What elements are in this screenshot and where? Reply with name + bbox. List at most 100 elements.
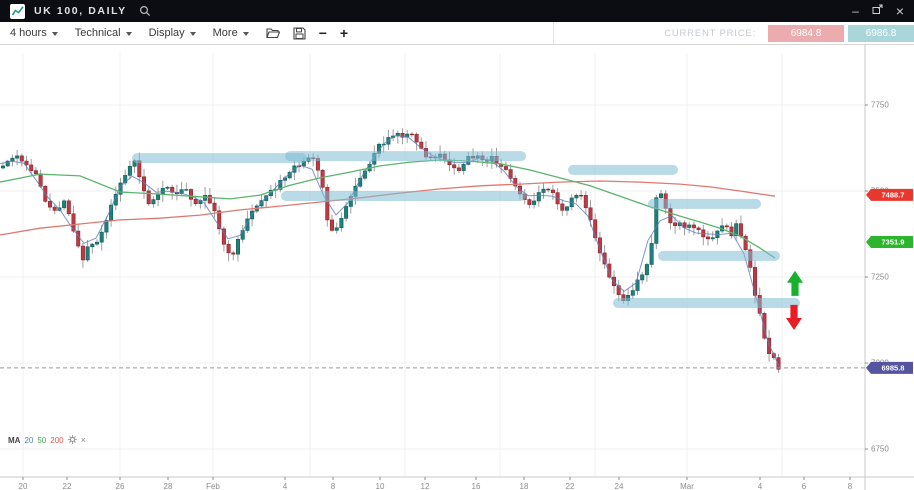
bull-candle [127,165,132,176]
bear-candle [29,164,34,171]
bull-candle [10,157,15,162]
support-resistance-zone[interactable] [658,250,780,261]
bull-candle [644,264,649,276]
bull-candle [461,164,466,171]
x-axis-tick-label: 4 [283,482,288,490]
search-icon[interactable] [139,5,151,17]
ma50-period: 50 [37,435,47,445]
interval-dropdown-label: 4 hours [10,27,47,39]
instrument-title: UK 100, DAILY [34,5,127,17]
bear-candle [673,222,678,227]
bull-candle [734,223,739,237]
close-button[interactable]: × [895,3,904,19]
bear-candle [52,206,57,211]
price-tag-sell-level: 7488.7 [866,188,913,201]
chevron-down-icon [125,31,132,36]
bear-candle [767,337,772,354]
bull-candle [541,188,546,193]
chevron-down-icon [51,31,58,36]
bull-candle [564,206,569,211]
bear-candle [66,200,71,215]
y-axis-tick-label: 6750 [871,445,889,454]
x-axis-tick-label: 6 [802,482,807,490]
x-axis-tick-label: Feb [206,482,220,490]
bull-candle [654,197,659,244]
zoom-out-button[interactable]: − [318,25,327,41]
x-axis-tick-label: 8 [848,482,853,490]
more-dropdown-label: More [212,27,238,39]
price-tag-buy-level: 7351.9 [866,235,913,248]
bear-candle [579,194,584,197]
bear-candle [207,195,212,204]
support-resistance-zone[interactable] [281,191,526,201]
bull-candle [95,241,100,245]
bear-candle [550,189,555,193]
app-logo-icon [10,3,25,19]
chevron-down-icon [189,31,196,36]
bear-candle [752,267,757,296]
price-tag-value: 6985.8 [882,363,905,372]
support-resistance-zone[interactable] [613,297,800,308]
support-resistance-zone[interactable] [285,151,526,162]
x-axis-tick-label: 26 [116,482,125,490]
bear-candle [691,224,696,229]
y-axis-tick-label: 7750 [871,101,889,110]
technical-dropdown-label: Technical [74,27,121,39]
bear-candle [24,160,29,166]
bear-candle [414,133,419,143]
bear-candle [76,230,81,247]
bear-candle [583,195,588,209]
display-dropdown[interactable]: Display [149,27,196,39]
chart-area: 7750750072507000675020222628Feb481012161… [0,45,914,490]
minimize-button[interactable]: – [852,4,859,18]
indicator-settings-gear-icon[interactable] [67,435,77,445]
bear-candle [743,235,748,251]
support-resistance-zone[interactable] [568,164,678,175]
candlestick-series [0,128,781,373]
bear-candle [329,219,334,231]
zoom-in-button[interactable]: + [339,25,349,41]
support-resistance-zone[interactable] [132,153,307,164]
bear-candle [705,236,710,240]
technical-dropdown[interactable]: Technical [75,27,132,39]
bull-candle [184,189,189,191]
more-dropdown[interactable]: More [213,27,249,39]
indicator-remove-icon[interactable]: × [80,435,86,445]
bear-candle [456,167,461,171]
bear-candle [527,199,532,205]
bear-candle [33,170,38,175]
bear-candle [602,252,607,265]
sell-price-button[interactable]: 6984.8 [768,24,844,42]
bear-candle [19,155,24,162]
bear-candle [212,202,217,212]
bear-candle [193,199,198,204]
bear-candle [400,132,405,138]
grid-layer [0,53,865,477]
bull-candle [687,224,692,228]
bull-candle [5,160,10,167]
down-arrow-annotation [786,304,802,330]
interval-dropdown[interactable]: 4 hours [10,27,58,39]
price-tag-value: 7351.9 [882,237,905,246]
open-folder-icon[interactable] [265,27,280,39]
up-arrow-annotation [787,270,803,296]
buy-price-button[interactable]: 6986.8 [848,24,914,42]
bear-candle [452,164,457,169]
save-icon[interactable] [293,26,306,40]
chart-canvas[interactable]: 7750750072507000675020222628Feb481012161… [0,45,914,490]
x-axis-tick-label: 8 [331,482,336,490]
bull-candle [649,243,654,265]
bear-candle [588,207,593,221]
support-resistance-zone[interactable] [648,198,761,209]
x-axis-tick-label: 28 [164,482,173,490]
bear-candle [217,210,222,230]
ma200-period: 200 [50,435,64,445]
bear-candle [724,225,729,228]
restore-button[interactable] [872,0,883,22]
bull-candle [635,279,640,291]
bear-candle [189,189,194,200]
bear-candle [696,227,701,231]
window-titlebar: UK 100, DAILY – × [0,0,914,22]
bear-candle [508,169,513,179]
bull-candle [339,218,344,229]
